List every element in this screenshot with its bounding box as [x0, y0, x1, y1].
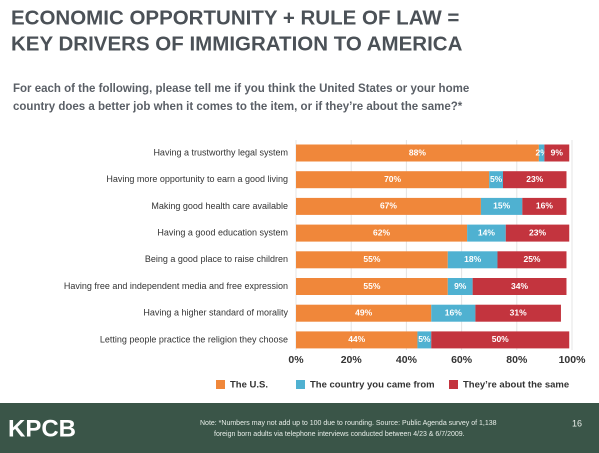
- value-label: 62%: [373, 227, 390, 237]
- value-label: 5%: [490, 174, 503, 184]
- page-number: 16: [572, 418, 582, 428]
- category-label: Letting people practice the religion the…: [100, 334, 288, 344]
- bar-segment: [467, 224, 506, 242]
- category-label: Having more opportunity to earn a good l…: [106, 174, 288, 184]
- value-label: 14%: [478, 227, 495, 237]
- category-label: Having a higher standard of morality: [143, 308, 288, 318]
- value-label: 88%: [409, 147, 426, 157]
- x-tick-label: 80%: [506, 354, 528, 366]
- bar-segment: [296, 304, 432, 322]
- logo: KPCB: [8, 415, 76, 442]
- bar-segment: [447, 251, 498, 269]
- subtitle-line: For each of the following, please tell m…: [13, 83, 469, 95]
- value-label: 55%: [363, 254, 380, 264]
- bar-segment: [505, 224, 570, 242]
- value-label: 16%: [536, 201, 553, 211]
- bar-segment: [296, 251, 448, 269]
- value-label: 2%: [535, 147, 548, 157]
- value-label: 23%: [526, 174, 543, 184]
- category-label: Having a good education system: [157, 227, 288, 237]
- value-label: 16%: [445, 307, 462, 317]
- x-tick-label: 0%: [288, 354, 304, 366]
- legend-swatch: [296, 380, 305, 389]
- footer: [0, 403, 599, 453]
- bar-segment: [538, 144, 545, 162]
- bar-segment: [296, 224, 468, 242]
- value-label: 70%: [384, 174, 401, 184]
- bar-segment: [480, 197, 523, 215]
- bar-segment: [296, 197, 481, 215]
- x-tick-label: 100%: [559, 354, 587, 366]
- bar-segment: [489, 171, 503, 189]
- value-label: 9%: [454, 281, 467, 291]
- x-tick-label: 60%: [451, 354, 473, 366]
- value-label: 44%: [348, 334, 365, 344]
- legend-swatch: [216, 380, 225, 389]
- value-label: 31%: [510, 307, 527, 317]
- title-line: ECONOMIC OPPORTUNITY + RULE OF LAW =: [11, 6, 459, 29]
- value-label: 34%: [511, 281, 528, 291]
- title-line: KEY DRIVERS OF IMMIGRATION TO AMERICA: [11, 32, 463, 55]
- bar-segment: [296, 331, 418, 349]
- category-label: Making good health care available: [151, 201, 288, 211]
- x-tick-label: 40%: [396, 354, 418, 366]
- value-label: 25%: [523, 254, 540, 264]
- bar-segment: [497, 251, 567, 269]
- legend-label: They’re about the same: [463, 380, 569, 391]
- value-label: 9%: [551, 147, 564, 157]
- legend-swatch: [449, 380, 458, 389]
- note-line: foreign born adults via telephone interv…: [214, 431, 465, 438]
- bar-segment: [475, 304, 561, 322]
- value-label: 23%: [529, 227, 546, 237]
- category-label: Being a good place to raise children: [145, 254, 288, 264]
- legend-label: The country you came from: [310, 380, 435, 391]
- value-label: 18%: [464, 254, 481, 264]
- bar-segment: [296, 144, 539, 162]
- value-label: 49%: [355, 307, 372, 317]
- value-label: 50%: [492, 334, 509, 344]
- bar-segment: [296, 171, 490, 189]
- bar-segment: [431, 304, 476, 322]
- note-line: Note: *Numbers may not add up to 100 due…: [200, 420, 497, 427]
- value-label: 67%: [380, 201, 397, 211]
- bar-segment: [522, 197, 567, 215]
- bar-segment: [417, 331, 432, 349]
- bar-segment: [544, 144, 570, 162]
- bar-segment: [447, 278, 473, 295]
- bar-segment: [472, 278, 567, 295]
- bar-segment: [431, 331, 570, 349]
- category-label: Having a trustworthy legal system: [153, 147, 288, 157]
- subtitle-line: country does a better job when it comes …: [13, 101, 463, 113]
- value-label: 55%: [363, 281, 380, 291]
- bar-segment: [296, 278, 448, 295]
- x-tick-label: 20%: [341, 354, 363, 366]
- category-label: Having free and independent media and fr…: [64, 281, 288, 291]
- value-label: 5%: [418, 334, 431, 344]
- bar-segment: [503, 171, 567, 189]
- value-label: 15%: [493, 201, 510, 211]
- legend-label: The U.S.: [230, 380, 268, 391]
